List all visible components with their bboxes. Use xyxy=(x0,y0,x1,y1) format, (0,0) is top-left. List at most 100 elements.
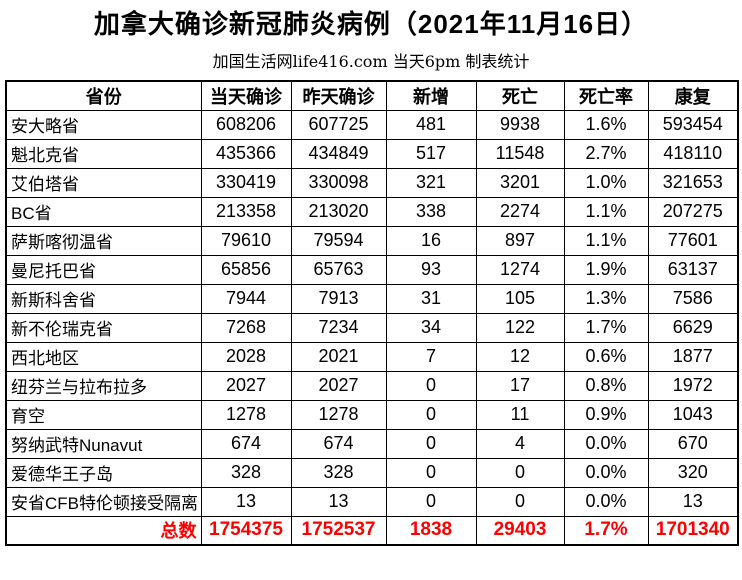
value-cell: 34 xyxy=(385,312,477,343)
value-cell: 0 xyxy=(385,428,477,459)
value-cell: 1274 xyxy=(475,254,565,285)
value-cell: 13 xyxy=(647,486,739,517)
value-cell: 7944 xyxy=(200,283,292,314)
cases-table: 省份 当天确诊 昨天确诊 新增 死亡 死亡率 康复 安大略省 608206 6077… xyxy=(5,80,739,546)
province-cell: 萨斯喀彻温省 xyxy=(5,225,202,256)
page-title: 加拿大确诊新冠肺炎病例（2021年11月16日） xyxy=(93,9,649,39)
total-label-cell: 总数 xyxy=(5,515,202,546)
total-value-cell: 29403 xyxy=(475,515,565,546)
value-cell: 607725 xyxy=(290,109,387,140)
value-cell: 2021 xyxy=(290,341,387,372)
value-cell: 0.9% xyxy=(563,399,649,430)
value-cell: 321653 xyxy=(647,167,739,198)
value-cell: 1.7% xyxy=(563,312,649,343)
value-cell: 79610 xyxy=(200,225,292,256)
value-cell: 77601 xyxy=(647,225,739,256)
value-cell: 2027 xyxy=(290,370,387,401)
value-cell: 7586 xyxy=(647,283,739,314)
value-cell: 0 xyxy=(475,457,565,488)
value-cell: 517 xyxy=(385,138,477,169)
header-cell-deaths: 死亡 xyxy=(475,80,565,111)
value-cell: 7 xyxy=(385,341,477,372)
value-cell: 7268 xyxy=(200,312,292,343)
value-cell: 207275 xyxy=(647,196,739,227)
value-cell: 338 xyxy=(385,196,477,227)
value-cell: 1.6% xyxy=(563,109,649,140)
value-cell: 2028 xyxy=(200,341,292,372)
province-cell: 新不伦瑞克省 xyxy=(5,312,202,343)
value-cell: 1278 xyxy=(200,399,292,430)
total-value-cell: 1752537 xyxy=(290,515,387,546)
value-cell: 65856 xyxy=(200,254,292,285)
table-row: 魁北克省 435366 434849 517 11548 2.7% 418110 xyxy=(5,138,739,169)
value-cell: 1877 xyxy=(647,341,739,372)
table-row: 新不伦瑞克省 7268 7234 34 122 1.7% 6629 xyxy=(5,312,739,343)
value-cell: 31 xyxy=(385,283,477,314)
header-cell-death-rate: 死亡率 xyxy=(563,80,649,111)
table-row: 安大略省 608206 607725 481 9938 1.6% 593454 xyxy=(5,109,739,140)
header-cell-new: 新增 xyxy=(385,80,477,111)
value-cell: 1.0% xyxy=(563,167,649,198)
value-cell: 17 xyxy=(475,370,565,401)
value-cell: 1972 xyxy=(647,370,739,401)
province-cell: 曼尼托巴省 xyxy=(5,254,202,285)
province-cell: BC省 xyxy=(5,196,202,227)
table-row: 西北地区 2028 2021 7 12 0.6% 1877 xyxy=(5,341,739,372)
value-cell: 418110 xyxy=(647,138,739,169)
table-row: BC省 213358 213020 338 2274 1.1% 207275 xyxy=(5,196,739,227)
total-value-cell: 1.7% xyxy=(563,515,649,546)
value-cell: 0 xyxy=(385,486,477,517)
value-cell: 9938 xyxy=(475,109,565,140)
value-cell: 1278 xyxy=(290,399,387,430)
value-cell: 13 xyxy=(290,486,387,517)
value-cell: 330098 xyxy=(290,167,387,198)
value-cell: 1.1% xyxy=(563,196,649,227)
value-cell: 0.0% xyxy=(563,428,649,459)
value-cell: 0 xyxy=(385,399,477,430)
province-cell: 艾伯塔省 xyxy=(5,167,202,198)
value-cell: 16 xyxy=(385,225,477,256)
value-cell: 0 xyxy=(475,486,565,517)
value-cell: 213358 xyxy=(200,196,292,227)
value-cell: 0 xyxy=(385,457,477,488)
value-cell: 3201 xyxy=(475,167,565,198)
value-cell: 0.8% xyxy=(563,370,649,401)
value-cell: 105 xyxy=(475,283,565,314)
header-cell-today: 当天确诊 xyxy=(200,80,292,111)
province-cell: 努纳武特Nunavut xyxy=(5,428,202,459)
value-cell: 65763 xyxy=(290,254,387,285)
table-row: 萨斯喀彻温省 79610 79594 16 897 1.1% 77601 xyxy=(5,225,739,256)
province-cell: 育空 xyxy=(5,399,202,430)
province-cell: 安省CFB特伦顿接受隔离 xyxy=(5,486,202,517)
table-row: 纽芬兰与拉布拉多 2027 2027 0 17 0.8% 1972 xyxy=(5,370,739,401)
province-cell: 西北地区 xyxy=(5,341,202,372)
table-row: 艾伯塔省 330419 330098 321 3201 1.0% 321653 xyxy=(5,167,739,198)
value-cell: 7234 xyxy=(290,312,387,343)
table-row: 爱德华王子岛 328 328 0 0 0.0% 320 xyxy=(5,457,739,488)
value-cell: 63137 xyxy=(647,254,739,285)
value-cell: 11548 xyxy=(475,138,565,169)
total-value-cell: 1701340 xyxy=(647,515,739,546)
value-cell: 897 xyxy=(475,225,565,256)
value-cell: 2.7% xyxy=(563,138,649,169)
value-cell: 321 xyxy=(385,167,477,198)
value-cell: 79594 xyxy=(290,225,387,256)
value-cell: 674 xyxy=(200,428,292,459)
value-cell: 481 xyxy=(385,109,477,140)
province-cell: 纽芬兰与拉布拉多 xyxy=(5,370,202,401)
table-row: 曼尼托巴省 65856 65763 93 1274 1.9% 63137 xyxy=(5,254,739,285)
value-cell: 0.0% xyxy=(563,486,649,517)
value-cell: 593454 xyxy=(647,109,739,140)
value-cell: 11 xyxy=(475,399,565,430)
value-cell: 328 xyxy=(290,457,387,488)
value-cell: 435366 xyxy=(200,138,292,169)
table-row: 努纳武特Nunavut 674 674 0 4 0.0% 670 xyxy=(5,428,739,459)
table-row: 安省CFB特伦顿接受隔离 13 13 0 0 0.0% 13 xyxy=(5,486,739,517)
value-cell: 213020 xyxy=(290,196,387,227)
value-cell: 670 xyxy=(647,428,739,459)
page-subtitle: 加国生活网life416.com 当天6pm 制表统计 xyxy=(212,52,530,71)
value-cell: 1.3% xyxy=(563,283,649,314)
value-cell: 1043 xyxy=(647,399,739,430)
province-cell: 魁北克省 xyxy=(5,138,202,169)
value-cell: 434849 xyxy=(290,138,387,169)
